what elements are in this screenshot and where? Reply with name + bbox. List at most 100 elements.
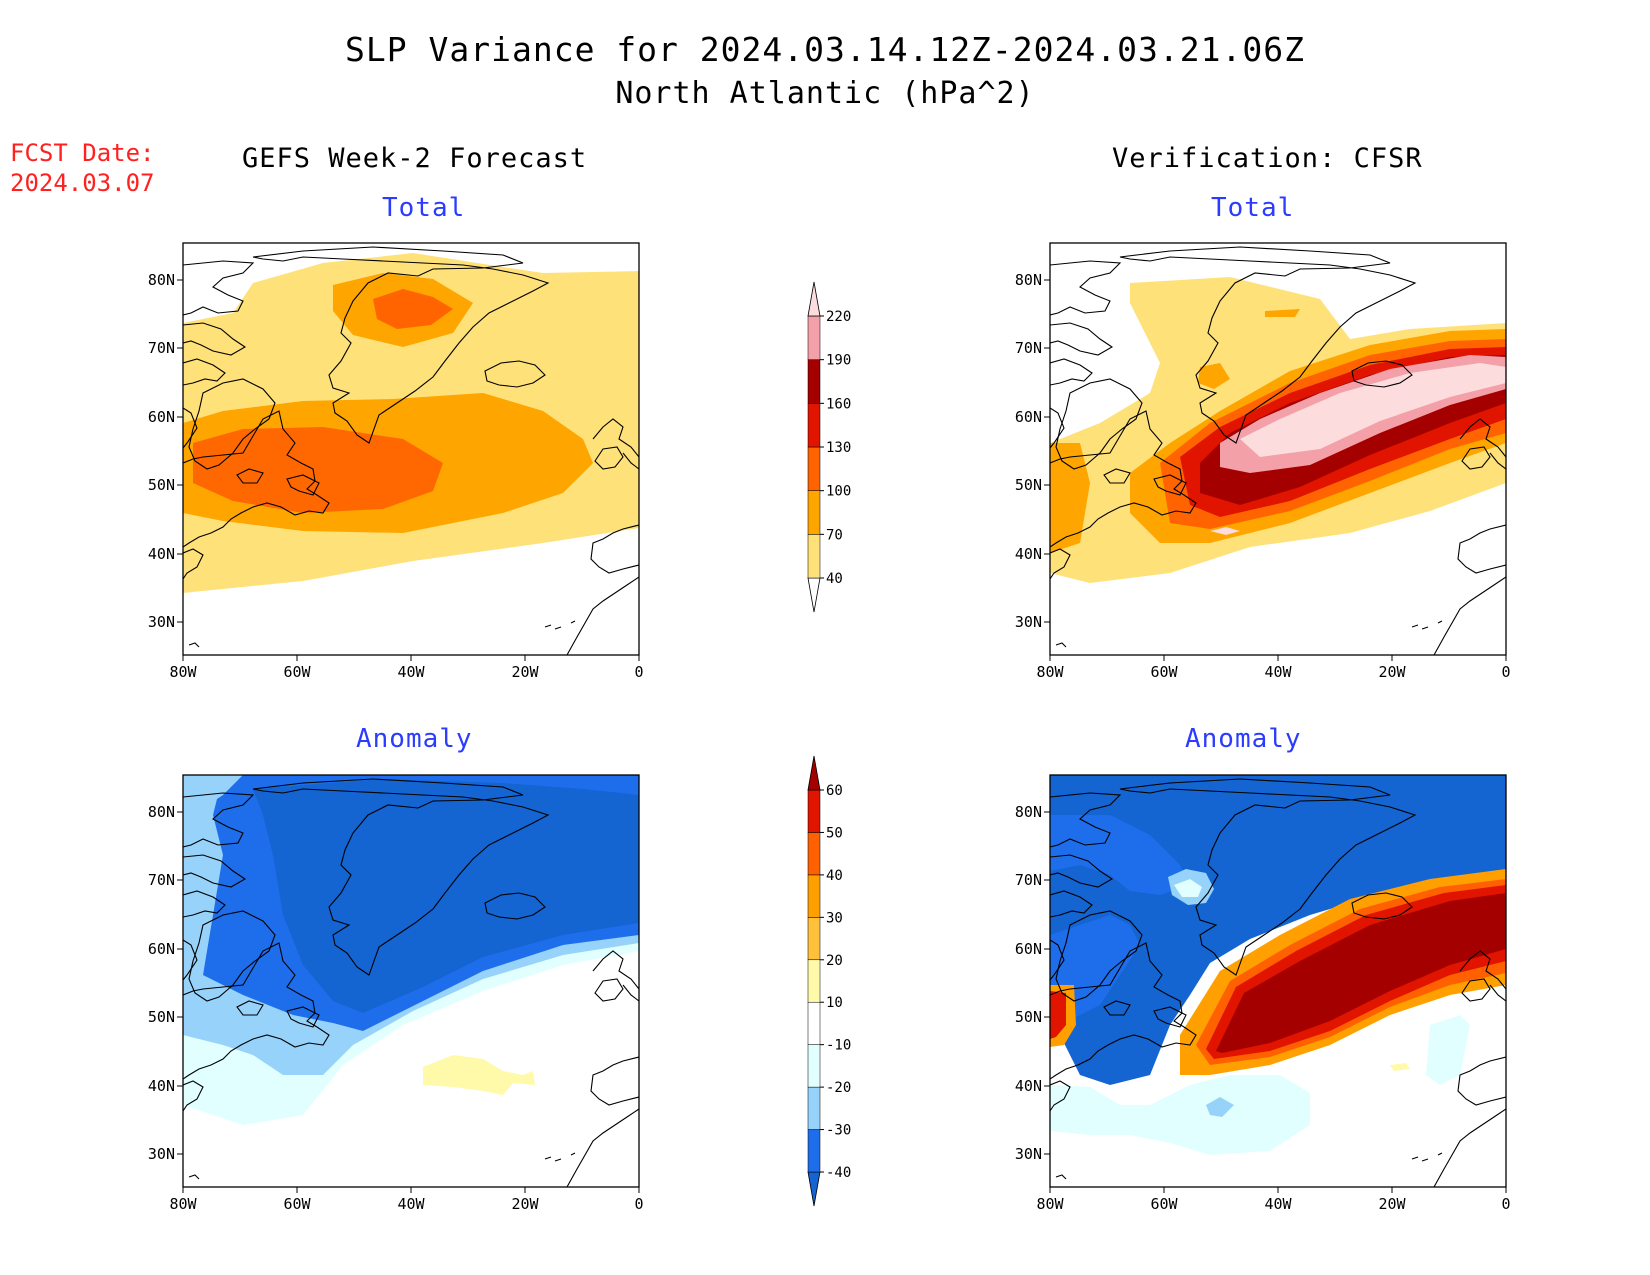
colorbar-swatch	[807, 403, 821, 448]
colorbar-label: 160	[826, 396, 851, 412]
colorbar-end-triangle	[807, 281, 821, 317]
lat-tick: 70N	[1015, 871, 1042, 889]
figure-subtitle: North Atlantic (hPa^2)	[615, 76, 1035, 111]
lon-tick: 60W	[1150, 663, 1178, 681]
lon-tick: 80W	[1036, 1195, 1064, 1213]
colorbar-total-swatches	[807, 281, 821, 613]
lon-tick: 0	[1501, 663, 1510, 681]
lat-tick: 40N	[148, 545, 175, 563]
colorbar-swatch	[807, 315, 821, 360]
colorbar-anomaly-swatches	[807, 755, 821, 1207]
colorbar-total-labels: 40 70 100 130 160 190 220	[820, 309, 851, 587]
colorbar-end-triangle	[807, 577, 821, 613]
forecast-date-caption: FCST Date:	[10, 139, 155, 167]
colorbar-swatch	[807, 359, 821, 404]
colorbar-label: 190	[826, 353, 851, 369]
panel-title-forecast-total: Total	[382, 193, 466, 223]
lat-tick: 30N	[148, 1145, 175, 1163]
lon-axis-verification-total: 80W 60W 40W 20W 0	[1036, 655, 1511, 681]
lon-tick: 80W	[169, 1195, 197, 1213]
lat-axis-verification-total: 80N 70N 60N 50N 40N 30N	[1015, 271, 1050, 631]
colorbar-label: -40	[826, 1165, 851, 1181]
lon-tick: 20W	[1378, 663, 1406, 681]
colorbar-end-triangle	[807, 755, 821, 791]
lat-axis-forecast-total: 80N 70N 60N 50N 40N 30N	[148, 271, 183, 631]
panel-title-verification-total: Total	[1211, 193, 1295, 223]
lon-tick: 0	[634, 663, 643, 681]
colorbar-swatch	[807, 917, 821, 961]
lon-axis-verification-anomaly: 80W 60W 40W 20W 0	[1036, 1187, 1511, 1213]
colorbar-swatch	[807, 1044, 821, 1088]
lat-tick: 40N	[1015, 545, 1042, 563]
colorbar-label: 30	[826, 910, 843, 926]
lon-tick: 0	[634, 1195, 643, 1213]
map-forecast-anomaly: 80N 70N 60N 50N 40N 30N 80W 60W 40W 20W …	[148, 774, 644, 1213]
colorbar-label: -10	[826, 1038, 851, 1054]
colorbar-label: 70	[826, 527, 843, 543]
colorbar-label: 40	[826, 868, 843, 884]
colorbar-end-triangle	[807, 1171, 821, 1207]
lat-tick: 40N	[148, 1077, 175, 1095]
colorbar-total: 40 70 100 130 160 190 220	[807, 281, 851, 613]
lat-tick: 50N	[1015, 1008, 1042, 1026]
map-verification-anomaly: 80N 70N 60N 50N 40N 30N 80W 60W 40W 20W …	[1015, 774, 1511, 1213]
lon-tick: 40W	[1264, 1195, 1292, 1213]
lon-tick: 60W	[283, 1195, 311, 1213]
lon-tick: 40W	[397, 663, 425, 681]
lon-tick: 40W	[1264, 663, 1292, 681]
colorbar-label: -20	[826, 1080, 851, 1096]
lat-tick: 50N	[1015, 476, 1042, 494]
lon-tick: 40W	[397, 1195, 425, 1213]
colorbar-anomaly-labels: -40 -30 -20 -10 10 20 30 40 50 60	[820, 783, 851, 1181]
lat-tick: 70N	[148, 339, 175, 357]
colorbar-swatch	[807, 874, 821, 918]
colorbar-label: 40	[826, 571, 843, 587]
lat-axis-forecast-anomaly: 80N 70N 60N 50N 40N 30N	[148, 803, 183, 1163]
lat-tick: 80N	[148, 803, 175, 821]
colorbar-label: 220	[826, 309, 851, 325]
colorbar-swatch	[807, 1001, 821, 1045]
figure-title: SLP Variance for 2024.03.14.12Z-2024.03.…	[345, 30, 1305, 69]
lat-tick: 80N	[148, 271, 175, 289]
lat-tick: 50N	[148, 476, 175, 494]
colorbar-swatch	[807, 446, 821, 491]
lat-tick: 60N	[148, 408, 175, 426]
lat-tick: 30N	[148, 613, 175, 631]
lon-tick: 20W	[511, 1195, 539, 1213]
panel-title-verification-anomaly: Anomaly	[1185, 724, 1302, 754]
panel-title-forecast-anomaly: Anomaly	[356, 724, 473, 754]
lat-tick: 30N	[1015, 613, 1042, 631]
lat-axis-verification-anomaly: 80N 70N 60N 50N 40N 30N	[1015, 803, 1050, 1163]
forecast-date-value: 2024.03.07	[10, 169, 155, 197]
colorbar-label: -30	[826, 1123, 851, 1139]
map-verification-total: 80N 70N 60N 50N 40N 30N 80W 60W 40W 20W …	[1015, 242, 1511, 681]
lon-tick: 80W	[1036, 663, 1064, 681]
lon-tick: 0	[1501, 1195, 1510, 1213]
colorbar-label: 20	[826, 953, 843, 969]
lat-tick: 70N	[1015, 339, 1042, 357]
left-column-title: GEFS Week-2 Forecast	[242, 143, 588, 174]
colorbar-swatch	[807, 1129, 821, 1173]
lon-tick: 60W	[1150, 1195, 1178, 1213]
colorbar-swatch	[807, 1086, 821, 1130]
lat-tick: 40N	[1015, 1077, 1042, 1095]
lat-tick: 80N	[1015, 271, 1042, 289]
lon-tick: 60W	[283, 663, 311, 681]
lon-tick: 20W	[1378, 1195, 1406, 1213]
lon-tick: 20W	[511, 663, 539, 681]
lat-tick: 60N	[148, 940, 175, 958]
lat-tick: 30N	[1015, 1145, 1042, 1163]
lon-axis-forecast-anomaly: 80W 60W 40W 20W 0	[169, 1187, 644, 1213]
right-column-title: Verification: CFSR	[1112, 143, 1423, 174]
colorbar-anomaly: -40 -30 -20 -10 10 20 30 40 50 60	[807, 755, 851, 1207]
lat-tick: 60N	[1015, 408, 1042, 426]
lat-tick: 80N	[1015, 803, 1042, 821]
colorbar-swatch	[807, 959, 821, 1003]
colorbar-label: 50	[826, 825, 843, 841]
colorbar-swatch	[807, 534, 821, 579]
colorbar-label: 130	[826, 440, 851, 456]
lat-tick: 60N	[1015, 940, 1042, 958]
colorbar-swatch	[807, 490, 821, 535]
colorbar-label: 10	[826, 995, 843, 1011]
lon-axis-forecast-total: 80W 60W 40W 20W 0	[169, 655, 644, 681]
